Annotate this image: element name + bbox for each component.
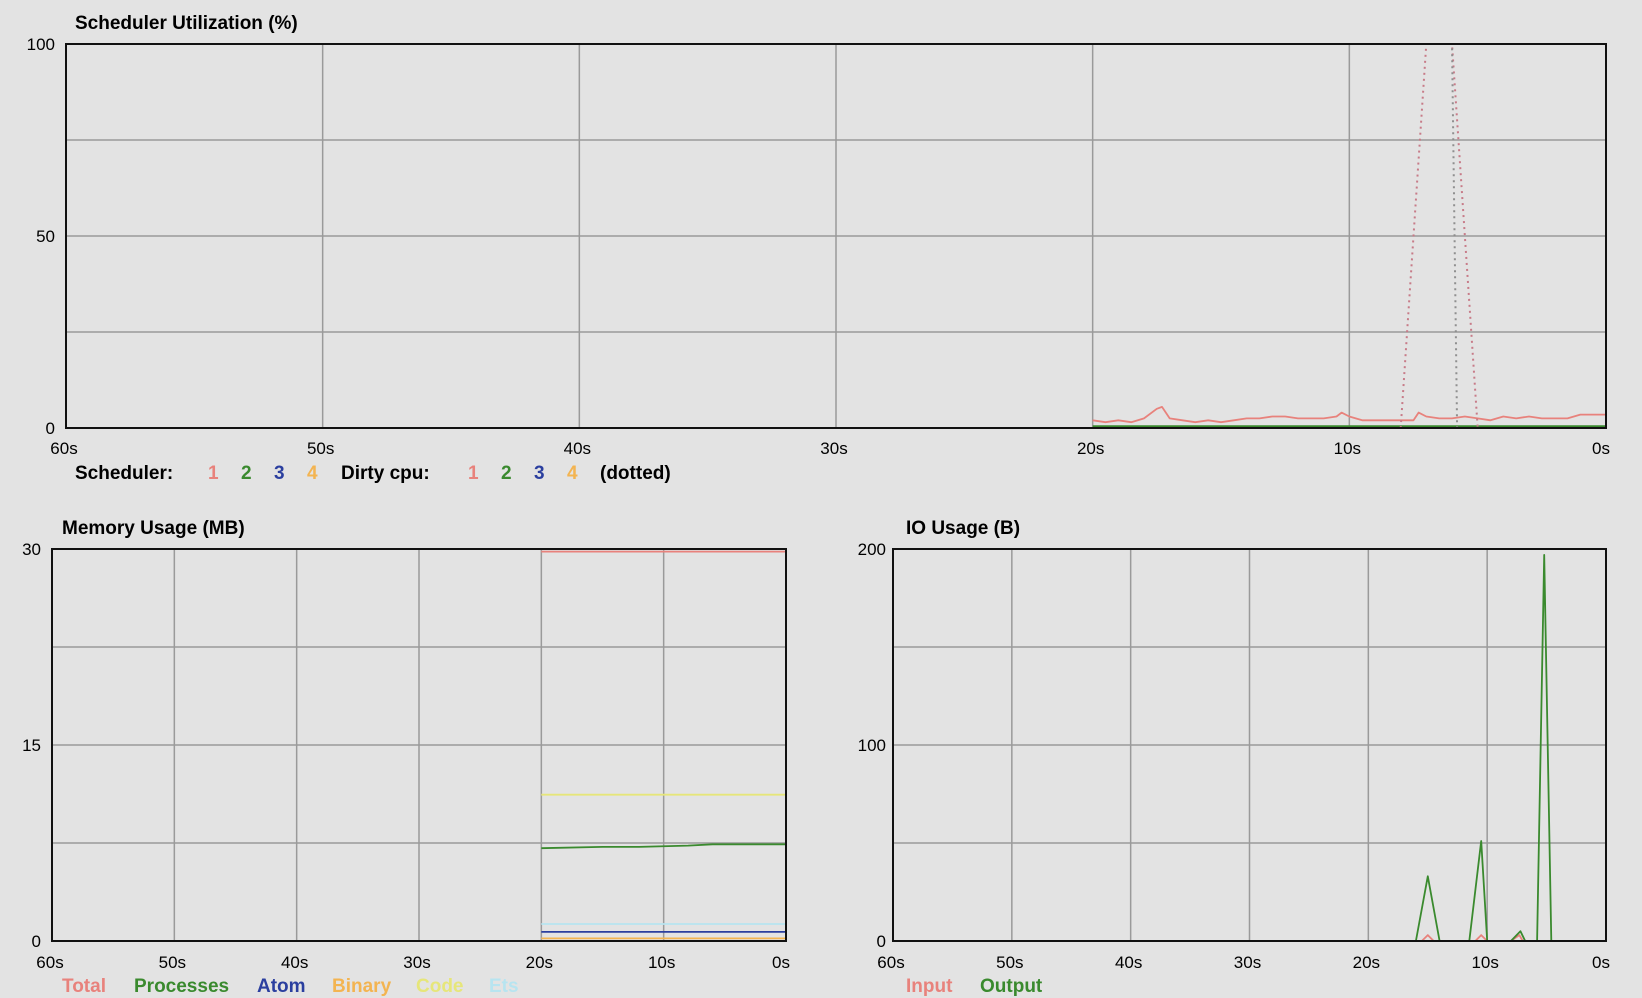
io-x-ticks: 60s 50s 40s 30s 20s 10s 0s <box>877 953 1610 972</box>
x-tick-label: 10s <box>1334 439 1361 458</box>
memory-chart-title: Memory Usage (MB) <box>62 518 245 539</box>
x-tick-label: 0s <box>772 953 790 972</box>
x-tick-label: 10s <box>1471 953 1498 972</box>
legend-dirty-cpu-1: 1 <box>468 463 479 484</box>
io-grid <box>893 549 1606 941</box>
memory-legend: Total Processes Atom Binary Code Ets <box>62 976 519 997</box>
y-tick-label: 200 <box>858 540 886 559</box>
legend-scheduler-1: 1 <box>208 463 219 484</box>
memory-x-ticks: 60s 50s 40s 30s 20s 10s 0s <box>36 953 790 972</box>
scheduler-grid <box>66 44 1606 428</box>
legend-binary: Binary <box>332 976 392 997</box>
x-tick-label: 10s <box>648 953 675 972</box>
x-tick-label: 30s <box>1234 953 1261 972</box>
x-tick-label: 50s <box>307 439 334 458</box>
x-tick-label: 20s <box>1077 439 1104 458</box>
y-tick-label: 30 <box>22 540 41 559</box>
x-tick-label: 20s <box>1353 953 1380 972</box>
x-tick-label: 40s <box>281 953 308 972</box>
x-tick-label: 60s <box>36 953 63 972</box>
scheduler-x-ticks: 60s 50s 40s 30s 20s 10s 0s <box>50 439 1610 458</box>
legend-dirty-cpu-label: Dirty cpu: <box>341 463 430 484</box>
x-tick-label: 60s <box>877 953 904 972</box>
x-tick-label: 0s <box>1592 953 1610 972</box>
io-plot-frame <box>892 548 1607 942</box>
legend-dirty-cpu-3: 3 <box>534 463 545 484</box>
legend-output: Output <box>980 976 1043 997</box>
x-tick-label: 50s <box>159 953 186 972</box>
legend-dirty-cpu-2: 2 <box>501 463 512 484</box>
x-tick-label: 20s <box>526 953 553 972</box>
memory-y-ticks: 0 15 30 <box>22 540 41 951</box>
x-tick-label: 0s <box>1592 439 1610 458</box>
y-tick-label: 0 <box>877 932 886 951</box>
memory-plot-frame <box>51 548 787 942</box>
y-tick-label: 100 <box>27 35 55 54</box>
legend-ets: Ets <box>489 976 519 997</box>
y-tick-label: 0 <box>46 419 55 438</box>
legend-processes: Processes <box>134 976 229 997</box>
y-tick-label: 0 <box>32 932 41 951</box>
scheduler-chart: Scheduler Utilization (%) 0 50 100 60s 50s 4… <box>27 13 1610 484</box>
memory-series <box>541 550 786 940</box>
memory-grid <box>52 549 786 941</box>
y-tick-label: 100 <box>858 736 886 755</box>
legend-input: Input <box>906 976 953 997</box>
y-tick-label: 50 <box>36 227 55 246</box>
x-tick-label: 30s <box>820 439 847 458</box>
x-tick-label: 40s <box>564 439 591 458</box>
io-chart-title: IO Usage (B) <box>906 518 1020 539</box>
legend-scheduler-3: 3 <box>274 463 285 484</box>
x-tick-label: 40s <box>1115 953 1142 972</box>
scheduler-chart-title: Scheduler Utilization (%) <box>75 13 298 34</box>
legend-scheduler-2: 2 <box>241 463 252 484</box>
legend-code: Code <box>416 976 464 997</box>
x-tick-label: 50s <box>996 953 1023 972</box>
series-line-1 <box>1092 405 1606 424</box>
legend-total: Total <box>62 976 106 997</box>
series-line-input <box>1368 934 1606 942</box>
legend-dotted-note: (dotted) <box>600 463 671 484</box>
x-tick-label: 60s <box>50 439 77 458</box>
y-tick-label: 15 <box>22 736 41 755</box>
x-tick-label: 30s <box>403 953 430 972</box>
legend-scheduler-4: 4 <box>307 463 318 484</box>
io-chart: IO Usage (B) 0 100 200 60s 50s 40s 30s 20s 10s 0… <box>858 518 1610 997</box>
legend-scheduler-label: Scheduler: <box>75 463 173 484</box>
memory-chart: Memory Usage (MB) 0 15 30 60s 50s 40s 30s 20s 1… <box>22 518 790 997</box>
io-y-ticks: 0 100 200 <box>858 540 886 951</box>
io-legend: Input Output <box>906 976 1043 997</box>
legend-dirty-cpu-4: 4 <box>567 463 578 484</box>
scheduler-y-ticks: 0 50 100 <box>27 35 55 438</box>
scheduler-plot-frame <box>65 43 1607 429</box>
series-line-processes <box>541 843 786 850</box>
scheduler-legend: Scheduler: 1 2 3 4 Dirty cpu: 1 2 3 4 (d… <box>75 463 671 484</box>
legend-atom: Atom <box>257 976 306 997</box>
